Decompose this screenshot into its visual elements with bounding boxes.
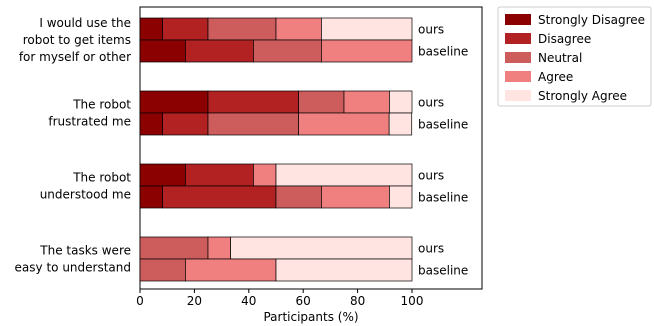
bar-segment-q1-baseline-strongly-disagree — [139, 39, 186, 63]
x-axis: 0 20 40 60 80 100 — [136, 289, 423, 308]
bar-segment-q2-baseline-strongly-disagree — [139, 112, 163, 136]
bar-segment-q4-ours-agree — [207, 236, 231, 260]
bar-segment-q2-ours-agree — [343, 90, 390, 114]
bar-segment-q1-baseline-agree — [321, 39, 413, 63]
legend-swatch — [505, 14, 531, 25]
legend-label: Strongly Agree — [538, 89, 627, 103]
bar-label-baseline: baseline — [418, 264, 468, 278]
bar-segment-q3-ours-disagree — [185, 163, 254, 187]
legend-label: Agree — [538, 70, 573, 84]
x-tick-label: 0 — [136, 294, 144, 308]
bar-segment-q2-ours-strongly-agree — [389, 90, 413, 114]
question-label-line: The robot — [72, 98, 131, 112]
legend-label: Strongly Disagree — [538, 13, 645, 27]
legend-swatch — [505, 71, 531, 82]
legend-label: Disagree — [538, 32, 591, 46]
bar-segment-q2-baseline-neutral — [207, 112, 299, 136]
legend-label: Neutral — [538, 51, 582, 65]
bar-segment-q3-baseline-neutral — [275, 185, 322, 209]
bar-segment-q2-ours-disagree — [207, 90, 299, 114]
bar-label-baseline: baseline — [418, 45, 468, 59]
axes-frame — [139, 6, 483, 290]
question-label-line: The robot — [72, 171, 131, 185]
bar-segment-q1-ours-strongly-disagree — [139, 17, 163, 41]
legend-swatch — [505, 52, 531, 63]
bar-segment-q1-baseline-disagree — [185, 39, 254, 63]
bar-segment-q3-baseline-disagree — [162, 185, 277, 209]
bar-segment-q3-ours-strongly-agree — [275, 163, 413, 187]
bar-segment-q4-baseline-neutral — [139, 258, 186, 282]
bar-segment-q2-baseline-disagree — [162, 112, 209, 136]
legend: Strongly Disagree Disagree Neutral Agree Str… — [497, 6, 652, 107]
x-tick-label: 20 — [187, 294, 202, 308]
question-label-line: easy to understand — [15, 261, 131, 275]
bar-segment-q1-ours-neutral — [207, 17, 277, 41]
bar-segment-q4-ours-neutral — [139, 236, 209, 260]
question-label-line: The tasks were — [39, 244, 131, 258]
legend-swatch — [505, 33, 531, 44]
x-tick-label: 60 — [296, 294, 311, 308]
bar-segment-q3-baseline-strongly-agree — [389, 185, 413, 209]
x-axis-label: Participants (%) — [263, 310, 358, 324]
bar-label-ours: ours — [418, 23, 444, 37]
bar-segment-q2-ours-neutral — [298, 90, 345, 114]
bar-segment-q3-baseline-strongly-disagree — [139, 185, 163, 209]
question-labels: I would use the robot to get items for mys… — [15, 16, 132, 275]
bar-segment-q2-ours-strongly-disagree — [139, 90, 209, 114]
bar-segment-q4-baseline-agree — [185, 258, 277, 282]
bar-segment-q3-ours-strongly-disagree — [139, 163, 186, 187]
bar-segment-q1-ours-strongly-agree — [321, 17, 413, 41]
bar-segment-q4-baseline-strongly-agree — [275, 258, 413, 282]
bars-group — [139, 17, 413, 282]
x-tick-label: 40 — [241, 294, 256, 308]
x-tick-label: 80 — [350, 294, 365, 308]
bar-segment-q4-ours-strongly-agree — [230, 236, 413, 260]
bar-segment-q3-ours-agree — [253, 163, 277, 187]
bar-label-ours: ours — [418, 96, 444, 110]
legend-frame — [497, 6, 652, 107]
bar-segment-q1-baseline-neutral — [253, 39, 322, 63]
bar-label-baseline: baseline — [418, 118, 468, 132]
question-label-line: frustrated me — [48, 115, 131, 129]
question-label-line: for myself or other — [19, 50, 131, 64]
bar-condition-labels: ours baseline ours baseline ours baseline ours… — [418, 23, 468, 278]
question-label-line: robot to get items — [23, 33, 131, 47]
legend-swatch — [505, 90, 531, 101]
plot-area — [139, 6, 483, 290]
bar-label-baseline: baseline — [418, 191, 468, 205]
bar-label-ours: ours — [418, 169, 444, 183]
question-label-line: understood me — [40, 188, 131, 202]
bar-segment-q1-ours-disagree — [162, 17, 209, 41]
bar-segment-q3-baseline-agree — [321, 185, 390, 209]
bar-segment-q1-ours-agree — [275, 17, 322, 41]
bar-segment-q2-baseline-agree — [298, 112, 390, 136]
x-tick-label: 100 — [401, 294, 424, 308]
bar-label-ours: ours — [418, 242, 444, 256]
bar-segment-q2-baseline-strongly-agree — [388, 112, 413, 136]
question-label-line: I would use the — [39, 16, 131, 30]
